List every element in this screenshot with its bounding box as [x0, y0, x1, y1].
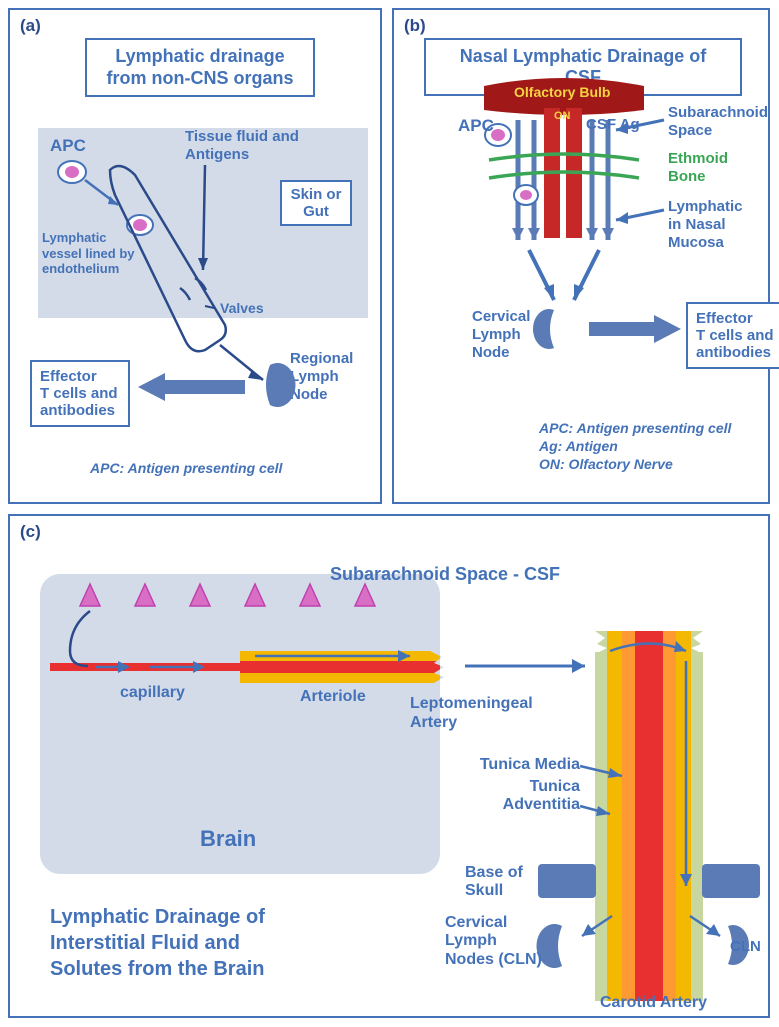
panel-c-carotid: Carotid Artery: [600, 994, 707, 1012]
panel-c-capillary: capillary: [120, 684, 185, 702]
panel-b-ethmoid: EthmoidBone: [668, 150, 728, 186]
panel-c-arteriole: Arteriole: [300, 688, 366, 706]
panel-b-leg1: APC: Antigen presenting cell: [539, 420, 731, 436]
panel-b-lymphnasal: Lymphaticin NasalMucosa: [668, 198, 742, 252]
panel-c-tunica-adv: TunicaAdventitia: [490, 778, 580, 815]
panel-b-cervical: CervicalLymphNode: [472, 308, 530, 362]
panel-b-apc: APC: [458, 116, 494, 136]
panel-c-brain: Brain: [200, 826, 256, 852]
panel-b-csfag: CSF Ag: [586, 116, 640, 133]
panel-b-leg2: Ag: Antigen: [539, 438, 618, 454]
panel-b-olfactory: Olfactory Bulb: [514, 84, 610, 100]
panel-a-diagram: [10, 10, 384, 506]
panel-c-subarachnoid: Subarachnoid Space - CSF: [330, 564, 560, 585]
panel-c-lepto: LeptomeningealArtery: [410, 694, 533, 732]
panel-b: (b) Nasal Lymphatic Drainage of CSF: [392, 8, 770, 504]
panel-a: (a) Lymphatic drainagefrom non-CNS organ…: [8, 8, 382, 504]
panel-b-on: ON: [554, 110, 571, 122]
panel-b-effector: EffectorT cells andantibodies: [686, 302, 779, 369]
panel-b-leg3: ON: Olfactory Nerve: [539, 456, 673, 472]
panel-c: (c): [8, 514, 770, 1018]
panel-b-subarachnoid: SubarachnoidSpace: [668, 104, 768, 140]
panel-c-baseskull: Base ofSkull: [465, 864, 523, 901]
panel-c-tunica-media: Tunica Media: [470, 756, 580, 774]
neurons-group: [80, 584, 375, 606]
panel-c-cln: CLN: [730, 938, 761, 955]
panel-c-bottom-title: Lymphatic Drainage ofInterstitial Fluid …: [50, 904, 265, 982]
panel-c-cln-full: CervicalLymphNodes (CLN): [445, 914, 542, 969]
